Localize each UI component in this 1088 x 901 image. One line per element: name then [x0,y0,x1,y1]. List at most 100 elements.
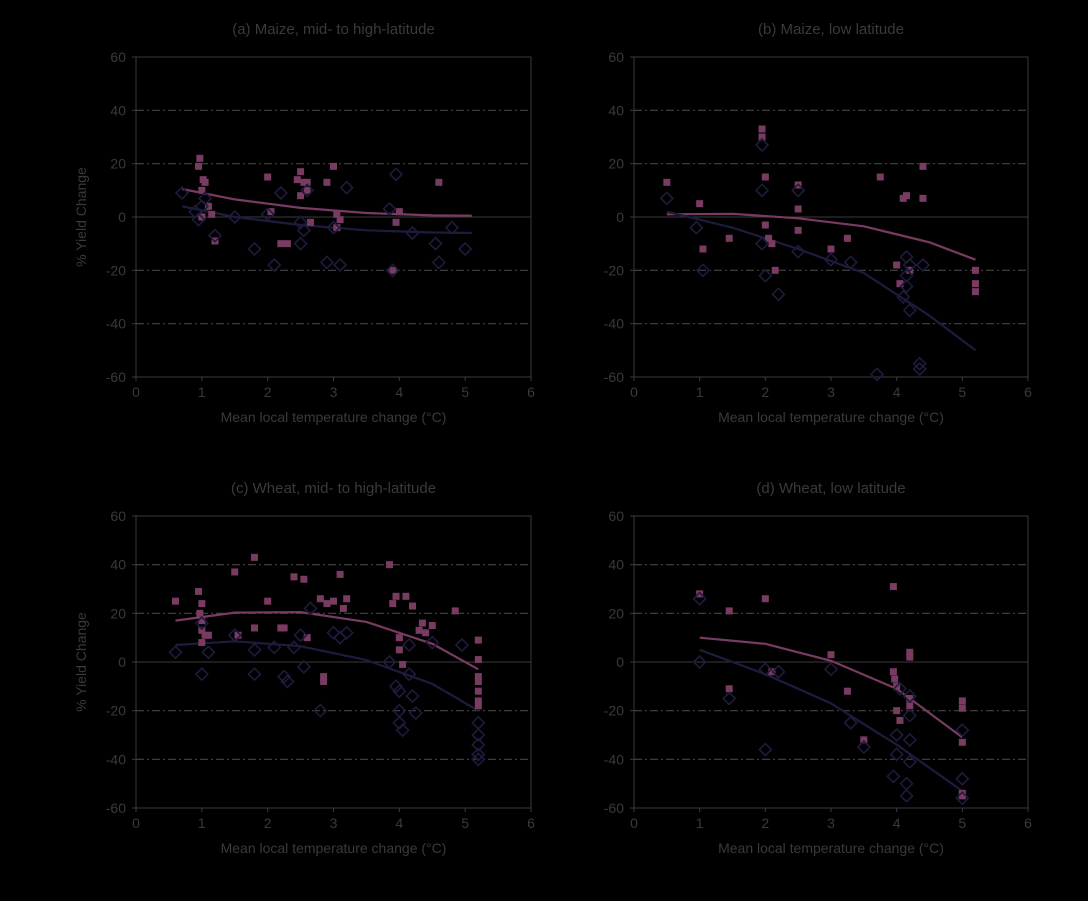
data-point-diamond [339,625,354,640]
data-point-diamond [392,684,407,699]
data-point-diamond [869,367,885,382]
data-point-diamond [408,705,423,721]
y-tick-label: -60 [604,800,624,816]
y-tick-label: 0 [118,654,126,670]
data-point-diamond [303,601,318,616]
data-point-diamond [168,645,183,660]
y-tick-label: 60 [608,508,624,524]
data-point-diamond [425,635,440,650]
data-point-diamond [293,628,308,643]
fit-curve-diamond [175,640,479,712]
data-point-square [919,162,927,170]
x-tick-label: 0 [132,384,140,400]
data-point-square [389,266,397,274]
data-point-diamond [889,727,904,743]
fit-curve-square [175,610,479,671]
data-point-square [330,162,337,170]
x-tick-label: 3 [330,815,338,831]
data-point-square [195,162,203,170]
data-point-square [474,687,482,695]
data-point-square [316,595,324,603]
data-point-diamond [428,236,443,251]
data-point-diamond [395,723,410,738]
data-point-diamond [955,771,970,786]
data-point-diamond [955,791,970,806]
x-tick-label: 3 [827,815,835,831]
data-point-diamond [692,591,707,606]
data-point-square [399,660,407,668]
data-point-diamond [458,241,473,257]
data-point-square [323,600,331,608]
data-point-square [893,707,901,715]
x-tick-label: 2 [761,815,769,831]
x-tick-label: 2 [264,815,272,831]
y-tick-label: -20 [106,262,126,278]
x-tick-label: 6 [1024,384,1032,400]
y-tick-label: 40 [608,557,624,573]
data-point-square [958,738,966,746]
data-point-square [300,575,308,583]
x-tick-label: 1 [696,815,704,831]
data-point-square [451,607,459,615]
data-point-square [896,716,904,724]
x-tick-label: 6 [527,815,535,831]
data-point-square [906,695,914,702]
data-point-diamond [912,356,927,371]
data-point-square [172,597,179,605]
data-point-diamond [692,654,707,670]
chart-title: (a) Maize, mid- to high-latitude [232,21,435,38]
data-point-diamond [902,257,917,273]
y-tick-label: -60 [106,800,126,816]
data-point-square [761,173,769,181]
data-point-square [280,624,288,632]
y-tick-label: 0 [118,209,126,225]
x-axis-label: Mean local temperature change (°C) [221,840,447,856]
data-point-diamond [326,220,341,235]
x-tick-label: 5 [958,384,966,400]
data-point-square [293,176,301,184]
data-point-square [794,205,802,213]
data-point-square [794,226,802,234]
data-point-square [765,234,773,242]
y-tick-label: -60 [106,369,126,385]
data-point-square [392,218,400,226]
data-point-diamond [754,236,770,251]
data-point-square [303,186,311,194]
data-point-square [198,617,206,625]
data-point-square [725,234,733,242]
data-point-diamond [267,640,282,655]
data-point-square [264,173,272,181]
data-point-diamond [313,703,328,718]
data-point-square [758,133,766,141]
data-point-square [402,592,410,600]
data-point-square [415,626,423,634]
data-point-diamond [273,185,288,201]
data-point-square [843,234,851,242]
y-tick-label: -20 [106,703,126,719]
data-point-diamond [471,752,486,767]
data-point-square [336,216,344,224]
data-point-diamond [722,691,737,706]
data-point-square [843,687,851,695]
data-point-square [264,597,272,605]
data-point-square [198,639,206,647]
data-point-square [297,192,305,200]
data-point-square [768,240,776,248]
data-point-diamond [267,257,282,273]
data-point-square [971,280,979,288]
data-point-diamond [771,287,786,302]
y-tick-label: 60 [110,508,126,524]
data-point-diamond [896,289,911,305]
data-point-square [204,631,212,639]
data-point-square [663,178,671,186]
data-point-square [906,653,914,661]
data-point-diamond [388,679,404,694]
data-point-square [297,168,305,176]
data-point-square [303,178,311,186]
y-tick-label: 60 [110,49,126,65]
data-point-diamond [405,225,420,241]
y-tick-label: -40 [106,316,126,332]
fit-curve-square [666,212,976,261]
x-tick-label: 0 [630,384,638,400]
